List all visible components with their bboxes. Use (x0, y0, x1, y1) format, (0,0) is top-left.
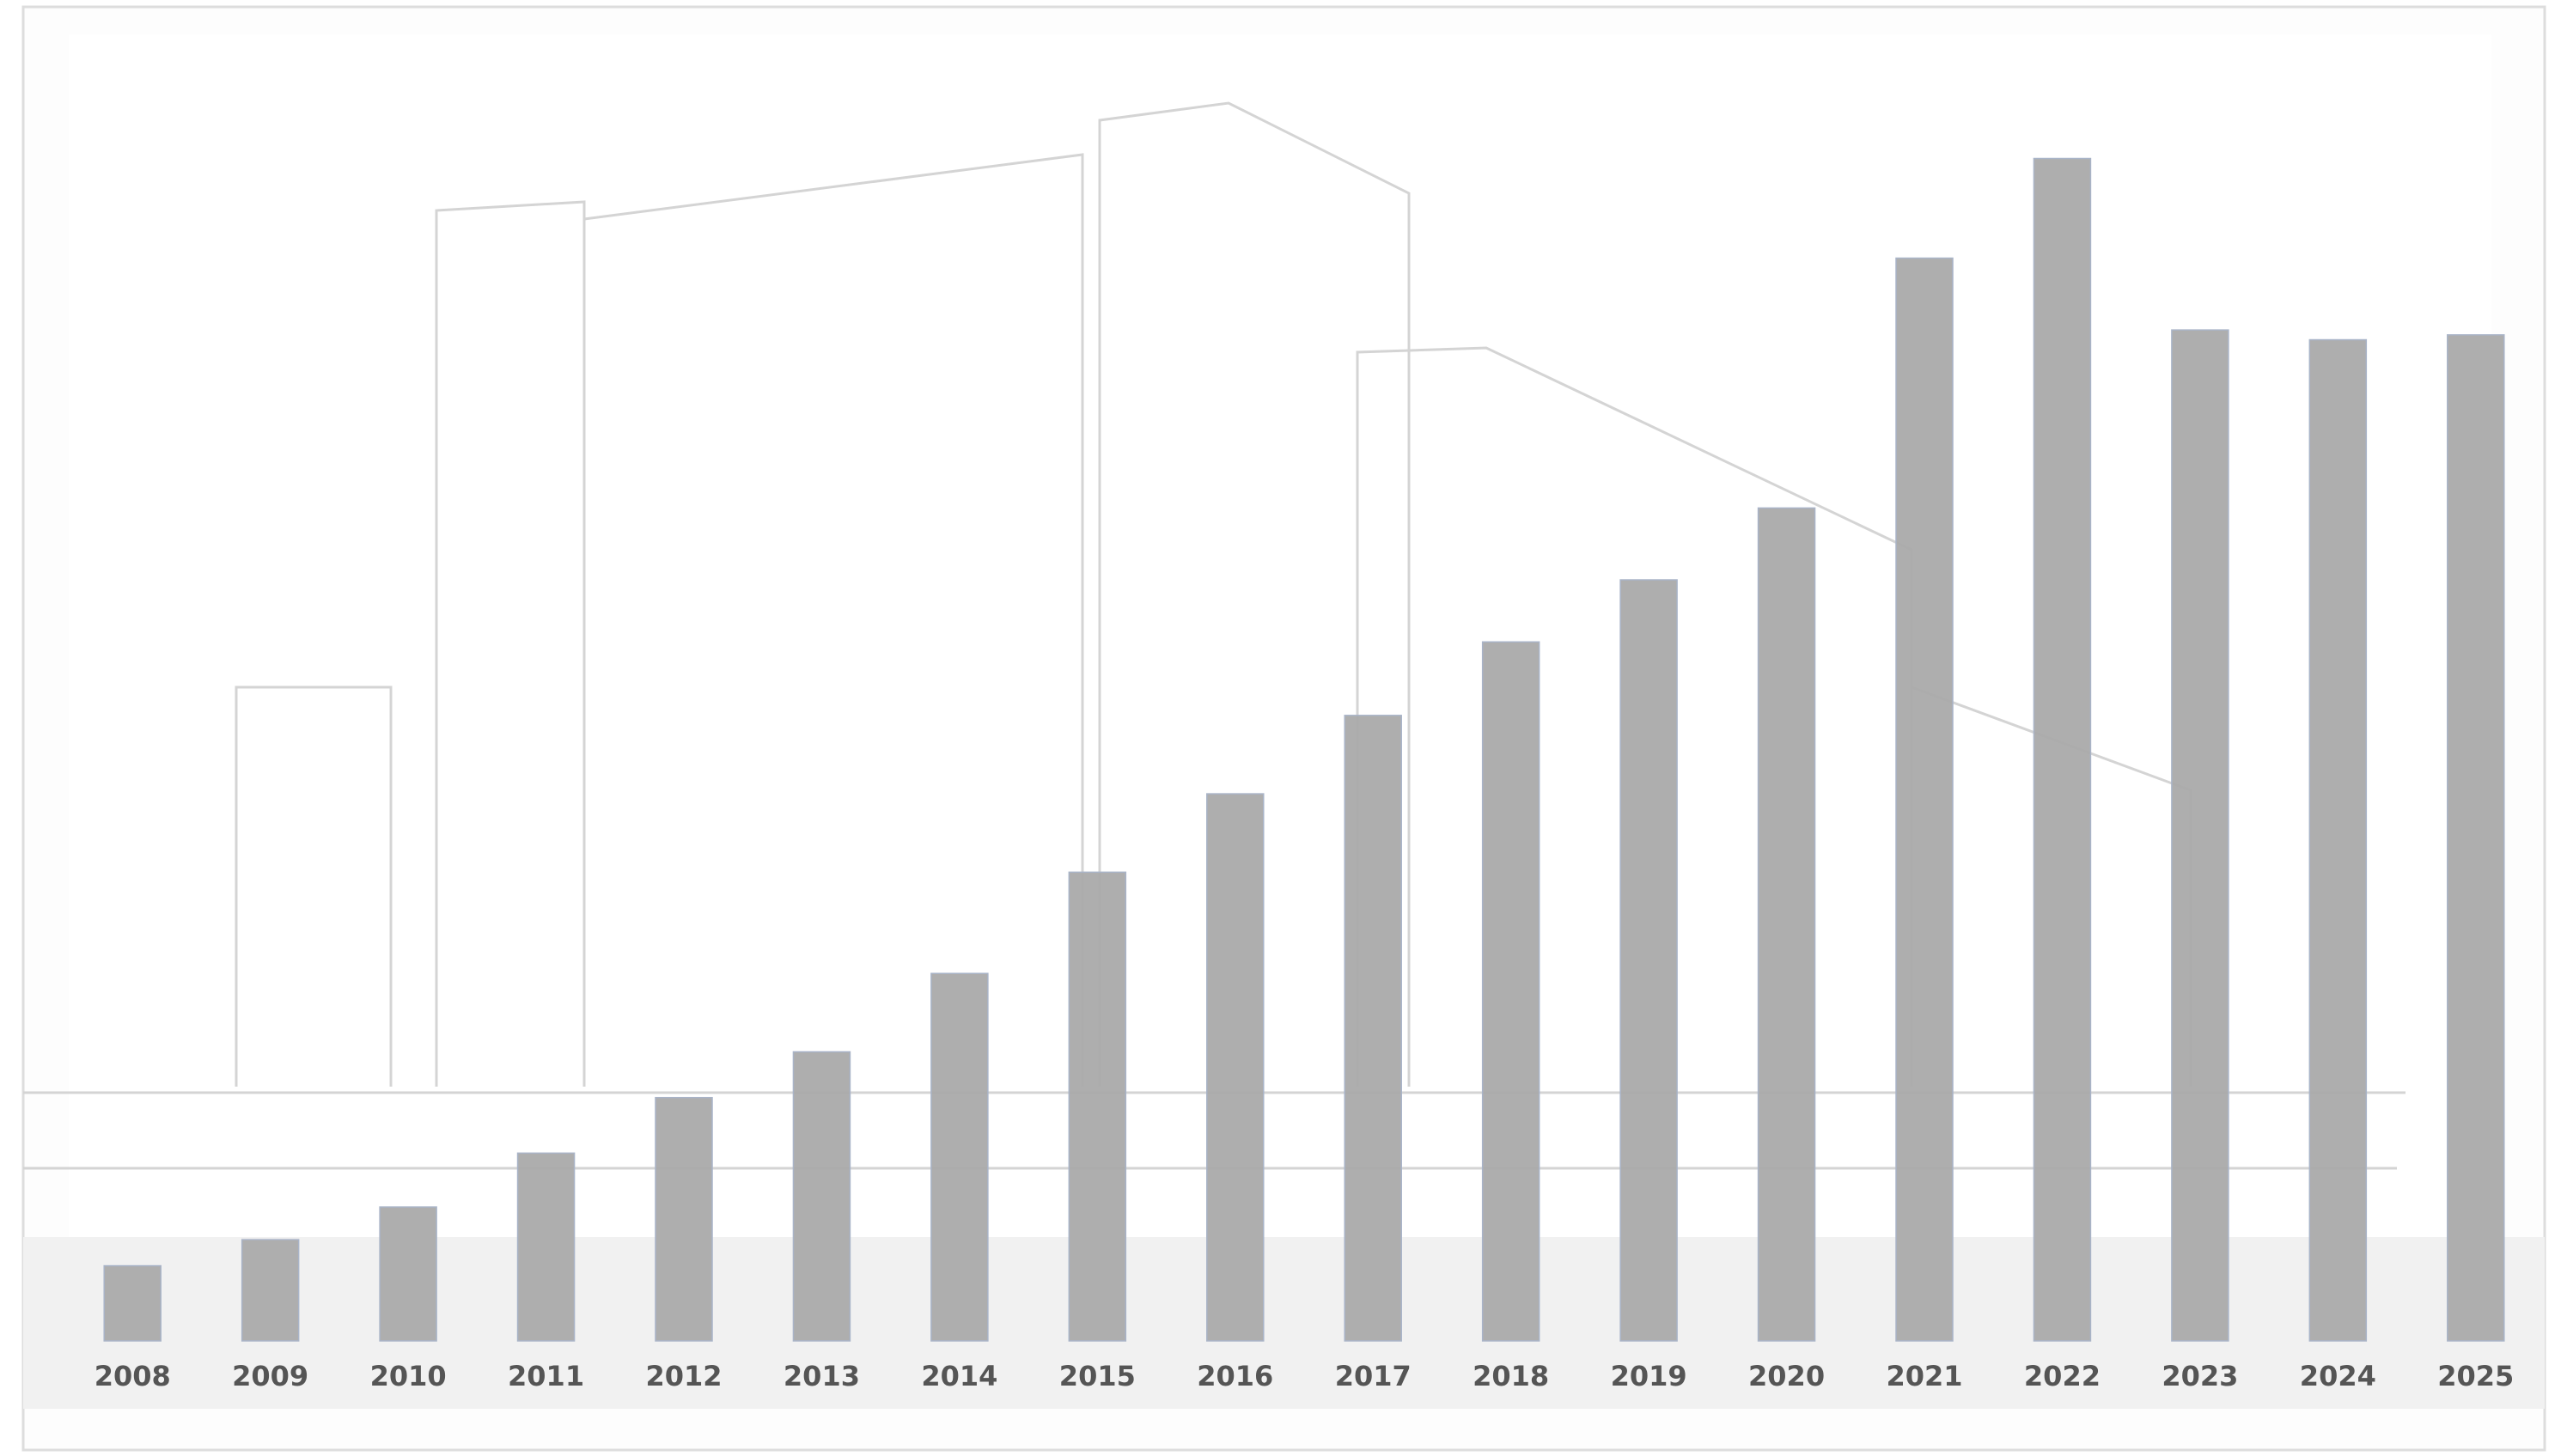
bar (1895, 257, 1954, 1342)
x-tick-label: 2022 (2024, 1360, 2101, 1392)
x-tick-label: 2024 (2300, 1360, 2376, 1392)
bar (930, 972, 989, 1342)
x-tick-label: 2017 (1335, 1360, 1412, 1392)
bar (2308, 338, 2368, 1342)
bar (241, 1239, 300, 1342)
x-tick-label: 2018 (1473, 1360, 1549, 1392)
bar (2033, 157, 2092, 1342)
bar (379, 1206, 437, 1342)
x-tick-label: 2012 (645, 1360, 722, 1392)
bar (1481, 641, 1540, 1342)
bar (516, 1152, 576, 1342)
bar (1619, 579, 1678, 1342)
bar (1068, 871, 1127, 1342)
x-tick-label: 2014 (921, 1360, 997, 1392)
x-tick-label: 2019 (1611, 1360, 1687, 1392)
bar (1757, 507, 1816, 1342)
x-tick-label: 2021 (1886, 1360, 1962, 1392)
bar (655, 1096, 713, 1342)
bar (2447, 334, 2505, 1342)
x-tick-label: 2008 (95, 1360, 171, 1392)
bar (792, 1051, 851, 1342)
x-tick-label: 2015 (1059, 1360, 1136, 1392)
x-tick-label: 2011 (508, 1360, 584, 1392)
x-tick-label: 2020 (1748, 1360, 1825, 1392)
bar (1206, 793, 1265, 1342)
x-tick-label: 2023 (2162, 1360, 2238, 1392)
bar (1344, 715, 1402, 1342)
bar (2171, 329, 2229, 1342)
x-tick-label: 2016 (1197, 1360, 1273, 1392)
x-tick-label: 2025 (2437, 1360, 2514, 1392)
x-tick-label: 2009 (232, 1360, 308, 1392)
background-sketch (23, 34, 2545, 1409)
bar (103, 1264, 162, 1342)
x-tick-label: 2013 (784, 1360, 860, 1392)
x-tick-label: 2010 (370, 1360, 447, 1392)
